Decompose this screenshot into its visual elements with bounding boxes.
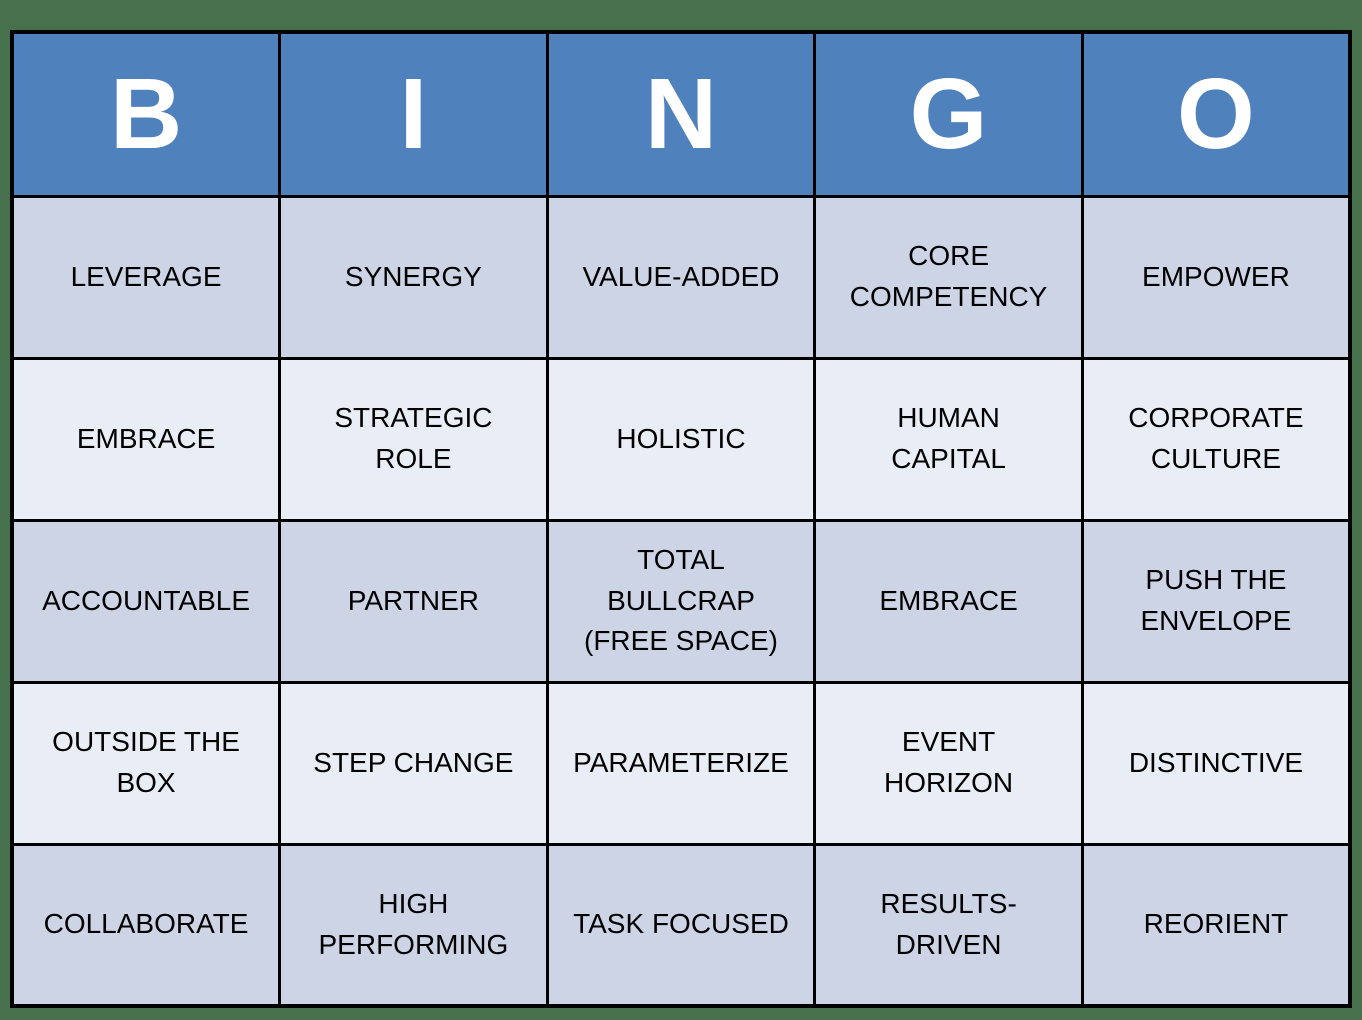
- cell-r2-c3[interactable]: HOLISTIC: [545, 356, 817, 522]
- cell-r4-c5[interactable]: DISTINCTIVE: [1080, 680, 1352, 846]
- cell-r5-c3[interactable]: TASK FOCUSED: [545, 842, 817, 1008]
- bingo-row-5: COLLABORATE HIGH PERFORMING TASK FOCUSED…: [10, 842, 1352, 1008]
- cell-r5-c2[interactable]: HIGH PERFORMING: [278, 842, 549, 1008]
- cell-r2-c1[interactable]: EMBRACE: [10, 356, 282, 522]
- cell-r2-c4[interactable]: HUMAN CAPITAL: [813, 356, 1084, 522]
- cell-r3-c4[interactable]: EMBRACE: [813, 518, 1084, 684]
- cell-r3-c3-free-space[interactable]: TOTAL BULLCRAP (FREE SPACE): [545, 518, 817, 684]
- cell-r4-c1[interactable]: OUTSIDE THE BOX: [10, 680, 282, 846]
- cell-r4-c3[interactable]: PARAMETERIZE: [545, 680, 817, 846]
- cell-r3-c1[interactable]: ACCOUNTABLE: [10, 518, 282, 684]
- bingo-row-3: ACCOUNTABLE PARTNER TOTAL BULLCRAP (FREE…: [10, 518, 1352, 684]
- header-cell-b: B: [10, 30, 282, 198]
- cell-r5-c5[interactable]: REORIENT: [1080, 842, 1352, 1008]
- bingo-row-4: OUTSIDE THE BOX STEP CHANGE PARAMETERIZE…: [10, 680, 1352, 846]
- cell-r5-c1[interactable]: COLLABORATE: [10, 842, 282, 1008]
- cell-r2-c5[interactable]: CORPORATE CULTURE: [1080, 356, 1352, 522]
- cell-r4-c4[interactable]: EVENT HORIZON: [813, 680, 1084, 846]
- cell-r1-c2[interactable]: SYNERGY: [278, 194, 549, 360]
- cell-r2-c2[interactable]: STRATEGIC ROLE: [278, 356, 549, 522]
- header-cell-o: O: [1080, 30, 1352, 198]
- bingo-table: B I N G O LEVERAGE SYNERGY VALUE-ADDED C…: [10, 30, 1352, 1008]
- header-cell-i: I: [278, 30, 549, 198]
- cell-r3-c5[interactable]: PUSH THE ENVELOPE: [1080, 518, 1352, 684]
- cell-r1-c5[interactable]: EMPOWER: [1080, 194, 1352, 360]
- cell-r1-c1[interactable]: LEVERAGE: [10, 194, 282, 360]
- header-row: B I N G O: [10, 30, 1352, 198]
- bingo-row-2: EMBRACE STRATEGIC ROLE HOLISTIC HUMAN CA…: [10, 356, 1352, 522]
- cell-r1-c4[interactable]: CORE COMPETENCY: [813, 194, 1084, 360]
- cell-r5-c4[interactable]: RESULTS- DRIVEN: [813, 842, 1084, 1008]
- header-cell-n: N: [545, 30, 817, 198]
- header-cell-g: G: [813, 30, 1084, 198]
- cell-r4-c2[interactable]: STEP CHANGE: [278, 680, 549, 846]
- bingo-row-1: LEVERAGE SYNERGY VALUE-ADDED CORE COMPET…: [10, 194, 1352, 360]
- cell-r1-c3[interactable]: VALUE-ADDED: [545, 194, 817, 360]
- cell-r3-c2[interactable]: PARTNER: [278, 518, 549, 684]
